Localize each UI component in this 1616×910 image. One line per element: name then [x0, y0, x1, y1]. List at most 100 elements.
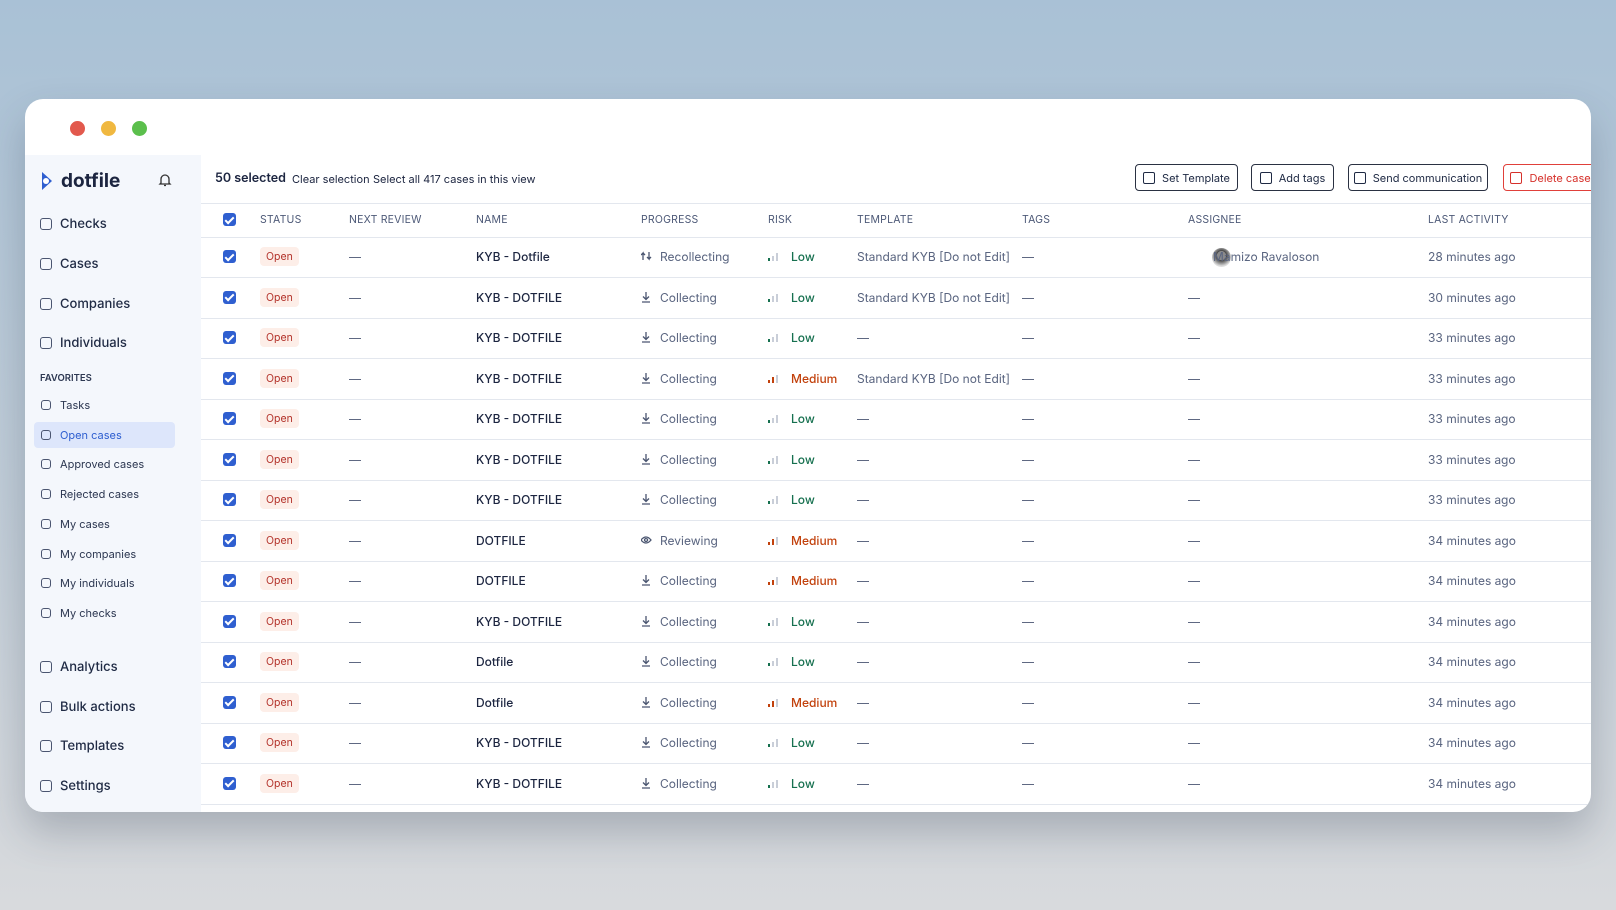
nav-icon — [40, 298, 52, 310]
column-header: NEXT REVIEW — [349, 213, 422, 226]
risk: Low — [791, 411, 815, 426]
next-review: — — [349, 249, 361, 264]
case-name[interactable]: KYB - DOTFILE — [476, 775, 563, 791]
last-activity: 28 minutes ago — [1428, 249, 1516, 264]
next-review: — — [349, 694, 361, 710]
row-checkbox[interactable] — [223, 493, 236, 506]
risk-bar — [776, 293, 778, 302]
risk-bar — [776, 779, 778, 788]
case-name[interactable]: Dotfile — [476, 654, 514, 669]
nav-item[interactable]: Companies — [60, 296, 131, 312]
nav-item[interactable]: Bulk actions — [60, 698, 136, 715]
status-badge: Open — [260, 449, 299, 469]
tags: — — [1022, 532, 1034, 548]
risk-bar — [776, 455, 778, 464]
progress-icon — [642, 777, 650, 789]
case-name[interactable]: KYB - DOTFILE — [476, 289, 563, 305]
tags: — — [1022, 573, 1034, 588]
favorite-item[interactable]: My individuals — [60, 576, 135, 591]
status-badge: Open — [260, 368, 299, 388]
max-dot[interactable] — [132, 121, 147, 136]
select-all-checkbox[interactable] — [223, 213, 236, 226]
risk-bar — [776, 415, 778, 423]
case-name[interactable]: KYB - DOTFILE — [476, 411, 563, 426]
case-name[interactable]: KYB - DOTFILE — [476, 492, 563, 507]
nav-item[interactable]: Analytics — [60, 659, 118, 675]
risk-bar — [776, 577, 778, 585]
last-activity: 34 minutes ago — [1428, 613, 1516, 629]
nav-item[interactable]: Checks — [60, 216, 107, 232]
risk-bar — [776, 253, 778, 261]
row-checkbox[interactable] — [223, 655, 236, 668]
nav-item[interactable]: Cases — [60, 256, 99, 272]
nav-item[interactable]: Settings — [60, 777, 111, 794]
case-name[interactable]: KYB - DOTFILE — [476, 451, 563, 467]
row-checkbox[interactable] — [223, 574, 236, 587]
risk-bar — [772, 701, 774, 707]
row-checkbox[interactable] — [223, 412, 236, 425]
case-name[interactable]: KYB - Dotfile — [476, 249, 550, 264]
toolbar-button[interactable]: Delete cases — [1503, 164, 1591, 191]
favorite-item[interactable]: Approved cases — [60, 457, 145, 472]
progress-icon — [642, 291, 650, 303]
case-name[interactable]: DOTFILE — [476, 532, 526, 548]
risk-bar — [776, 496, 778, 504]
case-name[interactable]: KYB - DOTFILE — [476, 370, 563, 386]
row-checkbox[interactable] — [223, 290, 236, 304]
template: — — [857, 330, 869, 345]
favorite-item[interactable]: My checks — [60, 605, 117, 620]
bell[interactable] — [158, 172, 172, 187]
min-dot[interactable] — [101, 121, 116, 136]
case-name[interactable]: KYB - DOTFILE — [476, 330, 563, 345]
progress: Recollecting — [660, 249, 730, 264]
nav-item[interactable]: Individuals — [60, 335, 127, 351]
next-review: — — [349, 654, 361, 669]
row-checkbox[interactable] — [223, 776, 236, 790]
row-checkbox[interactable] — [223, 614, 236, 628]
favorite-item[interactable]: My cases — [60, 516, 110, 531]
row-checkbox[interactable] — [223, 695, 236, 709]
fav-icon — [41, 578, 51, 589]
case-name[interactable]: KYB - DOTFILE — [476, 735, 563, 750]
last-activity: 30 minutes ago — [1428, 289, 1516, 305]
nav-item[interactable]: Templates — [60, 738, 125, 754]
favorite-item[interactable]: Tasks — [60, 398, 91, 412]
fav-icon — [41, 400, 51, 410]
case-name[interactable]: KYB - DOTFILE — [476, 613, 563, 629]
template: — — [857, 775, 869, 791]
row-checkbox[interactable] — [223, 331, 236, 344]
fav-icon — [41, 429, 51, 440]
risk-bar — [772, 620, 774, 626]
favorite-item[interactable]: My companies — [60, 546, 137, 561]
row-checkbox[interactable] — [223, 250, 236, 263]
last-activity: 33 minutes ago — [1428, 451, 1516, 467]
template: Standard KYB [Do not Edit] — [857, 289, 1011, 305]
progress-icon — [641, 251, 652, 261]
last-activity: 34 minutes ago — [1428, 694, 1516, 710]
row-checkbox[interactable] — [223, 452, 236, 466]
row-checkbox[interactable] — [223, 736, 236, 749]
risk-bar — [776, 536, 778, 545]
toolbar-button[interactable]: Add tags — [1251, 164, 1334, 191]
favorite-item[interactable]: Rejected cases — [60, 487, 140, 502]
case-name[interactable]: DOTFILE — [476, 573, 526, 588]
favorite-item[interactable]: Open cases — [60, 427, 122, 442]
close-dot[interactable] — [70, 121, 85, 136]
clear-selection[interactable]: Clear selection — [292, 172, 370, 186]
toolbar-button[interactable]: Send communication — [1348, 164, 1488, 191]
case-name[interactable]: Dotfile — [476, 694, 514, 710]
row-checkbox[interactable] — [223, 533, 236, 547]
progress-icon — [642, 615, 650, 627]
last-activity: 33 minutes ago — [1428, 330, 1516, 345]
template: — — [857, 532, 869, 548]
row-checkbox[interactable] — [223, 371, 236, 385]
row-divider — [201, 601, 1591, 602]
risk-bar — [776, 739, 778, 747]
template: Standard KYB [Do not Edit] — [857, 370, 1011, 386]
risk-bar — [768, 298, 770, 302]
nav-icon — [40, 700, 52, 713]
progress-icon — [642, 656, 650, 667]
select-all[interactable]: Select all 417 cases in this view — [373, 172, 536, 186]
risk-bar — [772, 539, 774, 545]
toolbar-button[interactable]: Set Template — [1135, 164, 1238, 191]
